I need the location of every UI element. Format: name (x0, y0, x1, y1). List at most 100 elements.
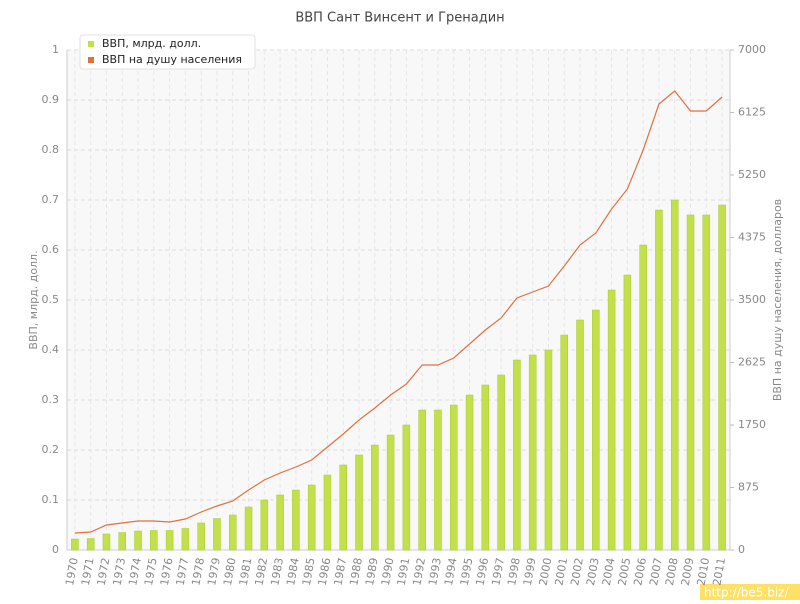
y-tick-label: 0.4 (42, 343, 60, 356)
bar (655, 209, 663, 551)
bar (181, 528, 190, 551)
x-tick-label: 1986 (316, 557, 334, 587)
bar (371, 444, 379, 551)
bar (86, 538, 95, 551)
y-tick-label: 1 (52, 43, 59, 56)
x-tick-label: 1972 (95, 557, 113, 587)
x-tick-label: 1998 (505, 557, 523, 587)
x-tick-label: 2009 (679, 557, 697, 587)
x-tick-label: 2004 (600, 557, 618, 587)
bar (686, 214, 695, 551)
bar (592, 309, 600, 551)
bar (702, 214, 711, 551)
bar (481, 384, 490, 551)
x-tick-label: 1983 (268, 557, 286, 587)
x-tick-label: 1990 (379, 557, 397, 587)
x-tick-label: 2005 (616, 557, 634, 587)
y-tick-label: 0.2 (42, 443, 60, 456)
bar (307, 484, 316, 551)
x-tick-label: 1980 (221, 557, 239, 587)
y2-tick-label: 875 (738, 481, 759, 494)
bar (118, 532, 126, 551)
watermark-bg (700, 584, 800, 600)
bar (465, 394, 474, 551)
y-tick-label: 0 (52, 543, 59, 556)
y-tick-label: 0.9 (42, 93, 60, 106)
y2-tick-label: 1750 (738, 418, 766, 431)
bar (102, 533, 111, 551)
x-tick-label: 1984 (284, 557, 302, 587)
x-tick-label: 2010 (695, 557, 713, 587)
y-axis-label: ВВП, млрд. долл. (27, 250, 40, 349)
y2-axis-label: ВВП на душу населения, долларов (771, 199, 784, 401)
x-tick-label: 1982 (253, 557, 271, 587)
bar (544, 349, 553, 551)
x-tick-label: 1970 (63, 557, 81, 587)
bar (639, 244, 647, 551)
bar (402, 424, 411, 551)
bar (607, 289, 616, 551)
bar (671, 199, 679, 551)
x-tick-label: 1975 (142, 557, 160, 587)
x-tick-label: 1989 (363, 557, 381, 587)
y2-tick-label: 3500 (738, 293, 766, 306)
bar (323, 474, 332, 551)
x-tick-label: 1977 (174, 557, 192, 587)
bar (229, 514, 237, 551)
bar (260, 499, 269, 551)
bar (450, 404, 458, 551)
x-tick-label: 1992 (410, 557, 428, 587)
x-tick-label: 1978 (189, 557, 207, 587)
legend-key (88, 41, 94, 47)
legend-label: ВВП, млрд. долл. (102, 37, 201, 50)
x-tick-label: 1991 (395, 557, 413, 587)
y2-tick-label: 2625 (738, 356, 766, 369)
bar (718, 204, 726, 551)
bar (276, 494, 284, 551)
bar (497, 374, 505, 551)
chart-title: ВВП Сант Винсент и Гренадин (295, 11, 504, 26)
bar (134, 530, 142, 551)
bar (165, 530, 174, 551)
watermark: http://be5.biz/ (704, 586, 789, 600)
bar (528, 354, 537, 551)
x-tick-label: 1981 (237, 557, 255, 587)
y-tick-label: 0.7 (42, 193, 60, 206)
bar (623, 274, 632, 551)
bar (560, 334, 568, 551)
x-tick-label: 1971 (79, 557, 97, 587)
legend-key (88, 57, 94, 63)
x-tick-label: 2007 (647, 557, 665, 587)
y2-tick-label: 4375 (738, 231, 766, 244)
bar (213, 518, 221, 551)
y-tick-label: 0.6 (42, 243, 60, 256)
bar (244, 506, 253, 551)
x-tick-label: 1988 (347, 557, 365, 587)
x-tick-label: 2008 (663, 557, 681, 587)
bar (292, 489, 300, 551)
y-tick-label: 0.8 (42, 143, 60, 156)
bar (355, 454, 363, 551)
x-tick-label: 1974 (126, 557, 144, 587)
bar (576, 319, 584, 551)
y-tick-label: 0.3 (42, 393, 60, 406)
y-tick-label: 0.1 (42, 493, 60, 506)
x-tick-label: 2003 (584, 557, 602, 587)
x-tick-label: 2002 (568, 557, 586, 587)
x-tick-label: 1994 (442, 557, 460, 587)
y2-tick-label: 7000 (738, 43, 766, 56)
legend-box (79, 34, 256, 70)
y2-tick-label: 6125 (738, 106, 766, 119)
bar (418, 409, 426, 551)
x-tick-label: 2000 (537, 557, 555, 587)
bar (513, 359, 521, 551)
x-tick-label: 1993 (426, 557, 444, 587)
x-tick-label: 1987 (331, 557, 349, 587)
x-tick-label: 1973 (110, 557, 128, 587)
bar (71, 538, 79, 551)
x-tick-label: 1996 (474, 557, 492, 587)
bar (197, 522, 205, 551)
y-tick-label: 0.5 (42, 293, 60, 306)
